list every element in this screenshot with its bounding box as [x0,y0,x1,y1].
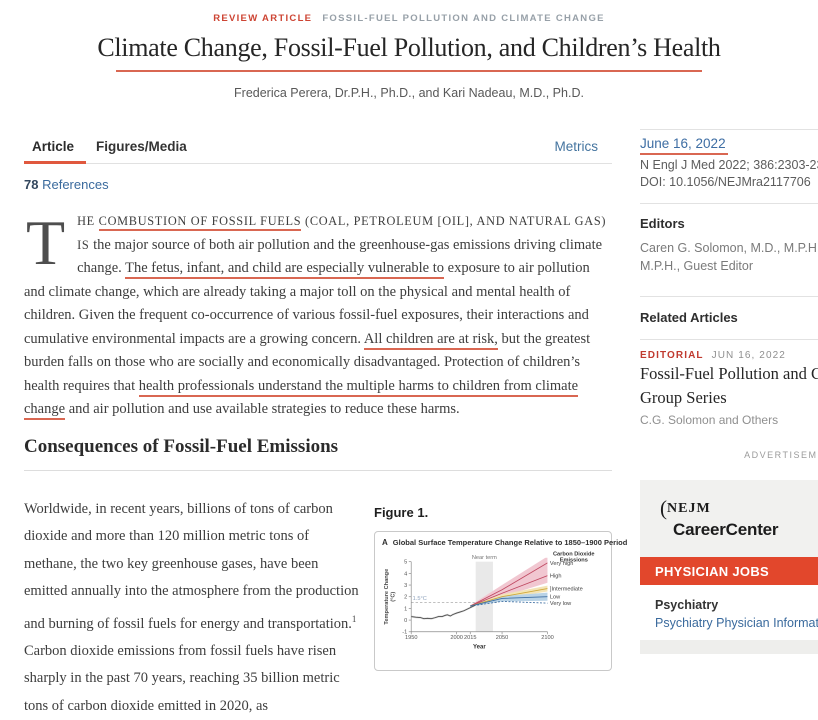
physician-jobs-banner[interactable]: PHYSICIAN JOBS [640,557,818,585]
intro-paragraph: T HE COMBUSTION OF FOSSIL FUELS (COAL, PE… [24,210,612,422]
related-article-title[interactable]: Fossil-Fuel Pollution and Climate [640,364,818,383]
svg-text:-1: -1 [402,630,407,636]
section-heading: Consequences of Fossil-Fuel Emissions [24,436,339,457]
svg-text:]Intermediate: ]Intermediate [550,586,583,592]
references-count: 78 [24,177,39,192]
advertisement-label: ADVERTISEMENT [744,450,818,460]
sidebar-divider [640,129,818,130]
tab-article[interactable]: Article [32,139,75,154]
job-title-link[interactable]: Psychiatry Physician Informaticist [655,616,818,630]
temperature-projection-chart: Near term 1.5°C -1 0 1 2 3 4 5 1950 2000 2015 2050 21… [384,551,595,650]
page-title: Climate Change, Fossil-Fuel Pollution, a… [97,33,721,62]
annotated-text: The fetus, infant, and child are especia… [125,260,445,279]
annotated-text: COMBUSTION OF FOSSIL FUELS [98,214,302,231]
body-text: HE [77,214,99,228]
sidebar-divider [640,339,818,340]
tab-figures-media[interactable]: Figures/Media [96,139,187,154]
svg-text:1.5°C: 1.5°C [413,596,427,602]
active-tab-indicator [24,161,86,164]
editor-line: Caren G. Solomon, M.D., M.P.H., Ed [640,241,818,255]
annotated-text: All children are at risk, [363,330,498,350]
body-text: Carbon dioxide emissions from fossil fue… [24,642,340,714]
citation: N Engl J Med 2022; 386:2303-2314 [640,158,818,172]
related-article-authors: C.G. Solomon and Others [640,413,779,427]
nejm-article-page: { "header": { "eyebrow_primary": "REVIEW… [0,13,818,714]
panel-letter: A [382,538,388,547]
related-articles-heading: Related Articles [640,310,738,325]
editors-heading: Editors [640,216,685,231]
sidebar-divider [640,296,818,297]
svg-text:Very high: Very high [550,561,573,567]
tab-metrics[interactable]: Metrics [554,139,599,154]
body-paragraph: Worldwide, in recent years, billions of … [24,496,364,720]
series-kicker: FOSSIL-FUEL POLLUTION AND CLIMATE CHANGE [322,13,605,24]
figure-label: Figure 1. [374,505,429,520]
svg-text:2050: 2050 [496,635,509,641]
body-text: (COAL, PETROLEUM [OIL], AND NATURAL GAS)… [77,214,607,252]
career-center-ad[interactable]: (NEJM CareerCenter PHYSICIAN JOBS Psychi… [640,480,818,680]
editorial-tag: EDITORIAL [640,350,704,361]
svg-text:5: 5 [404,560,407,566]
annotated-text: health professionals understand the mult… [24,377,579,420]
body-text: Worldwide, in recent years, billions of … [24,501,359,632]
review-article-kicker: REVIEW ARTICLE [213,13,313,24]
tab-bar: Article Figures/Media Metrics [24,130,612,164]
svg-text:Near term: Near term [472,555,497,561]
section-divider [24,470,612,471]
svg-text:4: 4 [404,571,407,577]
svg-text:2100: 2100 [541,635,554,641]
references-label: References [42,177,109,192]
svg-text:High: High [550,574,562,580]
reference-link[interactable]: 1 [351,613,357,624]
svg-text:Very low: Very low [550,601,572,607]
body-text: exposure to air pollution and climate ch… [24,260,590,347]
nejm-careercenter-logo[interactable]: (NEJM CareerCenter [640,480,818,557]
editor-line: M.P.H., Guest Editor [640,259,754,273]
careercenter-logo-text: CareerCenter [673,520,779,539]
publication-date: June 16, 2022 [640,136,726,151]
svg-text:2015: 2015 [464,635,477,641]
intro-text: HE COMBUSTION OF FOSSIL FUELS (COAL, PET… [24,213,607,420]
related-article-title[interactable]: Group Series [640,388,727,407]
svg-text:1: 1 [404,606,407,612]
drop-cap: T [26,207,66,278]
svg-text:Carbon Dioxide: Carbon Dioxide [553,551,595,557]
svg-text:3: 3 [404,583,407,589]
figure-panel-title: A Global Surface Temperature Change Relat… [382,538,627,547]
job-category: Psychiatry [655,598,719,612]
sidebar-divider [640,203,818,204]
authors-line: Frederica Perera, Dr.P.H., Ph.D., and Ka… [234,86,584,100]
doi: DOI: 10.1056/NEJMra2117706 [640,175,811,189]
body-text: but the greatest burden falls on those w… [24,330,591,394]
nejm-logo-text: NEJM [667,501,711,516]
svg-text:Emissions: Emissions [560,557,588,563]
ad-footer-strip [640,640,818,654]
svg-text:Year: Year [473,644,486,650]
svg-text:Low: Low [550,595,561,601]
panel-title-text: Global Surface Temperature Change Relati… [392,538,628,547]
references-link[interactable]: 78 References [24,177,109,192]
svg-text:2000: 2000 [450,635,463,641]
nejm-logo-paren: ( [660,496,667,520]
svg-text:(°C): (°C) [391,592,397,602]
job-listing: Psychiatry Psychiatry Physician Informat… [640,585,818,640]
article-eyebrow: REVIEW ARTICLE FOSSIL-FUEL POLLUTION AND … [0,13,818,24]
date-annotation-underline [640,153,728,155]
svg-text:2: 2 [404,595,407,601]
title-annotation-underline [116,70,702,72]
svg-text:0: 0 [404,618,407,624]
body-text: and air pollution and use available stra… [65,401,460,417]
svg-text:1950: 1950 [405,635,418,641]
related-article-date: JUN 16, 2022 [711,350,786,361]
figure-1-thumbnail[interactable]: A Global Surface Temperature Change Relat… [374,531,627,671]
svg-text:Temperature Change: Temperature Change [384,569,390,625]
related-article-kicker: EDITORIAL JUN 16, 2022 [640,350,786,361]
body-text: the major source of both air pollution a… [77,236,603,277]
